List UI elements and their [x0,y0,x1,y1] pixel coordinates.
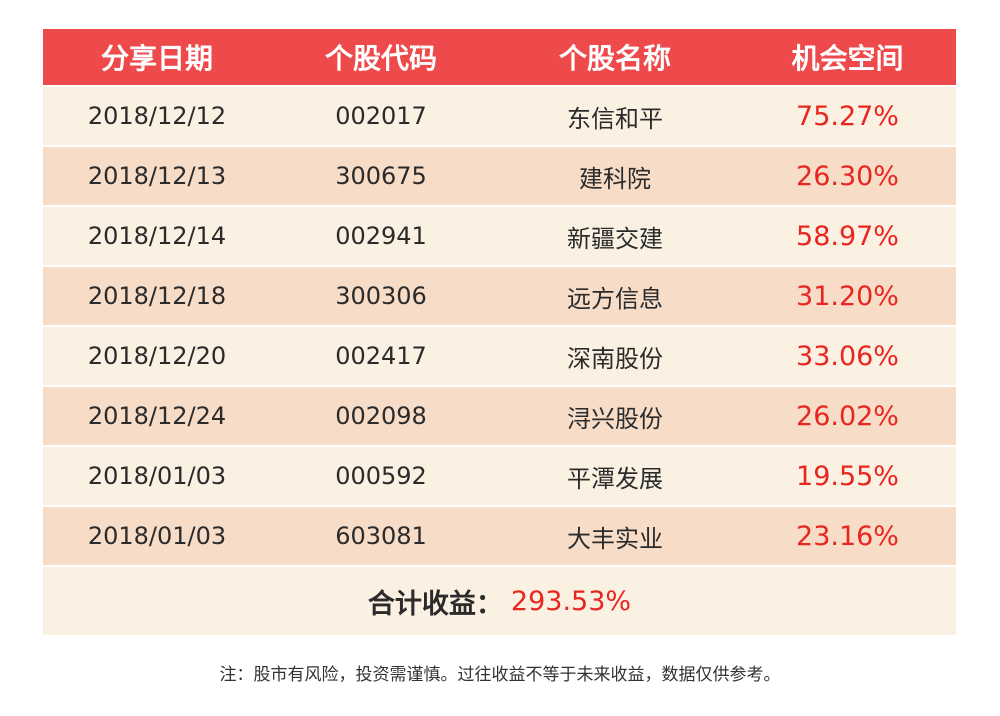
table-row: 2018/12/18 300306 远方信息 31.20% [43,265,956,325]
row-code: 002017 [335,102,427,130]
table-header-row: 分享日期 个股代码 个股名称 机会空间 [43,29,956,85]
row-space: 58.97% [796,220,899,252]
header-stock-code: 个股代码 [324,42,437,75]
header-stock-name: 个股名称 [558,42,671,75]
row-space: 23.16% [796,520,899,552]
total-label: 合计收益： [367,588,503,620]
row-date: 2018/12/14 [87,222,227,250]
table-row: 2018/01/03 603081 大丰实业 23.16% [43,505,956,565]
row-space: 19.55% [796,460,899,492]
table-row: 2018/12/20 002417 深南股份 33.06% [43,325,956,385]
row-name: 平潭发展 [567,464,663,493]
row-name: 深南股份 [567,344,663,373]
row-space: 26.02% [796,400,899,432]
disclaimer-note: 注：股市有风险，投资需谨慎。过往收益不等于未来收益，数据仅供参考。 [219,665,781,685]
row-space: 31.20% [796,280,899,312]
row-code: 603081 [335,522,427,550]
row-date: 2018/01/03 [87,462,227,490]
row-space: 26.30% [796,160,899,192]
row-code: 002417 [335,342,427,370]
row-name: 建科院 [579,164,651,193]
table-row: 2018/12/12 002017 东信和平 75.27% [43,85,956,145]
total-value: 293.53% [510,585,632,617]
row-name: 浔兴股份 [567,404,663,433]
table-row: 2018/12/14 002941 新疆交建 58.97% [43,205,956,265]
row-date: 2018/12/13 [87,162,227,190]
stock-share-table: 分享日期 个股代码 个股名称 机会空间 2018/12/12 002017 东信… [43,29,956,635]
total-row: 合计收益： 293.53% [43,565,956,635]
row-code: 002098 [335,402,427,430]
row-code: 000592 [335,462,427,490]
row-name: 新疆交建 [567,224,663,253]
row-date: 2018/12/18 [87,282,227,310]
table-row: 2018/12/13 300675 建科院 26.30% [43,145,956,205]
row-space: 33.06% [796,340,899,372]
row-code: 300675 [335,162,427,190]
row-name: 远方信息 [567,284,663,313]
row-code: 002941 [335,222,427,250]
row-space: 75.27% [796,100,899,132]
row-name: 东信和平 [567,104,663,133]
row-date: 2018/12/12 [87,102,227,130]
header-share-date: 分享日期 [100,42,213,75]
table-row: 2018/12/24 002098 浔兴股份 26.02% [43,385,956,445]
header-opportunity-space: 机会空间 [791,42,904,75]
row-name: 大丰实业 [567,524,663,553]
row-date: 2018/12/20 [87,342,227,370]
row-code: 300306 [335,282,427,310]
table-row: 2018/01/03 000592 平潭发展 19.55% [43,445,956,505]
row-date: 2018/12/24 [87,402,227,430]
row-date: 2018/01/03 [87,522,227,550]
